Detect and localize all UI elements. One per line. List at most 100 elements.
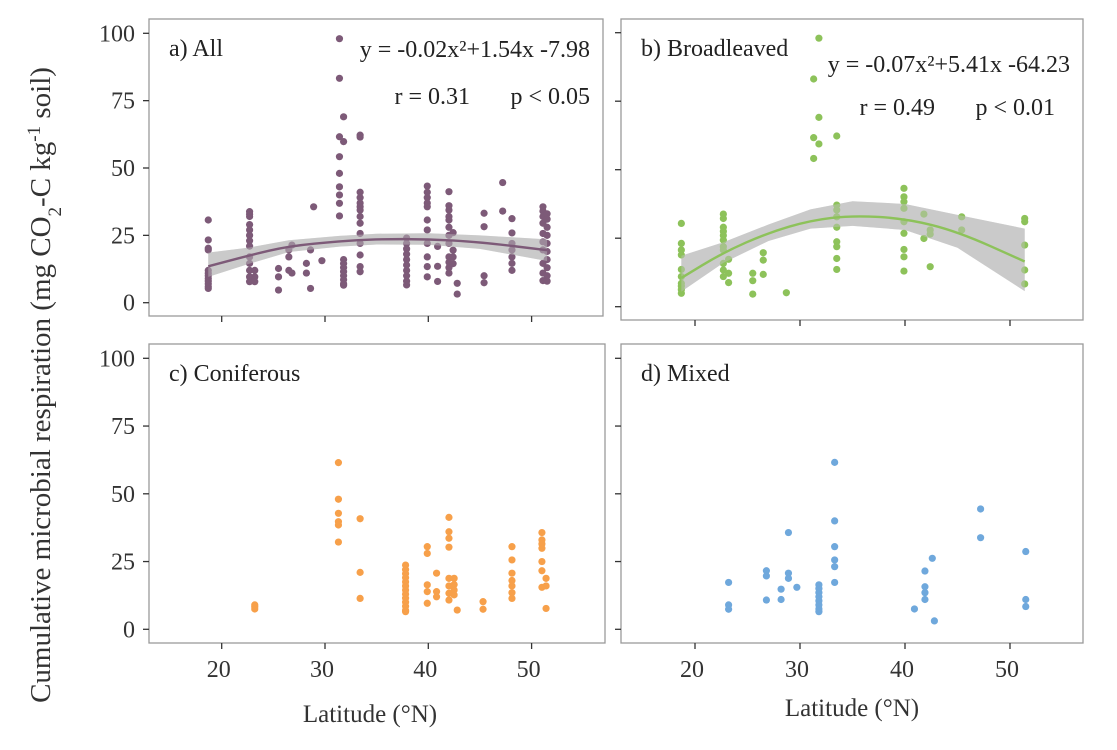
data-point	[432, 588, 441, 596]
p-value-annotation: p < 0.01	[975, 95, 1055, 121]
data-point	[677, 246, 685, 254]
data-point	[423, 599, 431, 607]
y-tick-label: 0	[123, 617, 135, 643]
data-point	[538, 544, 546, 552]
data-point	[1021, 218, 1029, 226]
data-point	[508, 543, 516, 551]
data-point	[423, 239, 431, 248]
data-point	[833, 265, 841, 274]
data-point	[831, 563, 839, 571]
data-point	[334, 495, 343, 503]
data-point	[306, 246, 315, 254]
data-point	[274, 264, 283, 273]
data-point	[204, 236, 212, 244]
data-point	[245, 278, 254, 286]
data-point	[831, 458, 839, 466]
data-point	[542, 582, 550, 590]
data-point	[928, 554, 936, 562]
data-point	[921, 589, 929, 597]
data-point	[508, 594, 516, 603]
data-point	[784, 569, 793, 577]
data-point	[542, 574, 550, 582]
data-point	[1022, 595, 1030, 604]
data-point	[719, 259, 727, 268]
data-point	[306, 284, 315, 293]
data-point	[356, 188, 364, 196]
data-point	[204, 284, 212, 293]
data-point	[403, 261, 411, 269]
data-point	[445, 239, 453, 248]
y-tick-label: 75	[111, 89, 135, 115]
x-tick-label: 30	[785, 657, 809, 683]
data-point	[810, 75, 818, 83]
data-point	[432, 569, 441, 577]
equation-annotation: y = -0.02x²+1.54x -7.98	[360, 37, 590, 63]
data-point	[977, 534, 985, 542]
data-point	[245, 259, 254, 267]
data-point	[833, 201, 841, 209]
data-point	[245, 231, 254, 239]
data-point	[900, 267, 908, 275]
data-point	[450, 580, 458, 589]
data-point	[900, 245, 908, 254]
data-point	[833, 223, 841, 231]
data-point	[759, 256, 767, 264]
data-point	[334, 521, 343, 529]
data-point	[782, 289, 790, 297]
data-point	[900, 198, 908, 206]
data-point	[831, 543, 839, 551]
data-point	[725, 278, 733, 287]
data-point	[356, 568, 364, 576]
data-point	[921, 583, 929, 591]
data-point	[833, 243, 841, 251]
data-point	[900, 184, 908, 192]
data-point	[318, 257, 326, 265]
data-point	[245, 266, 254, 274]
data-point	[356, 268, 364, 276]
data-point	[423, 581, 431, 589]
data-point	[445, 223, 453, 231]
x-axis-title-left: Latitude (°N)	[303, 701, 437, 728]
panel-1: 0 25 50 75 100 a) All y = -0.02x²+1.54x -7.98 p…	[99, 18, 604, 322]
data-point	[543, 255, 551, 264]
data-point	[759, 270, 767, 278]
data-point	[453, 279, 461, 287]
data-point	[251, 266, 259, 274]
data-point	[335, 169, 344, 177]
data-point	[356, 219, 364, 227]
data-point	[833, 254, 841, 263]
panel-3: 0 25 50 75 100 20 30 40 50 c) Coniferous	[99, 343, 606, 683]
data-point	[334, 509, 343, 517]
data-point	[445, 269, 453, 277]
data-point	[543, 277, 551, 285]
data-point	[449, 260, 457, 268]
data-point	[1022, 602, 1030, 611]
data-point	[480, 279, 488, 287]
data-point	[543, 272, 551, 280]
data-point	[543, 210, 551, 218]
data-point	[356, 594, 364, 603]
y-axis-title-sub: 2	[45, 207, 66, 217]
data-point	[833, 238, 841, 246]
data-point	[719, 272, 727, 281]
data-point	[302, 259, 311, 267]
data-point	[480, 223, 488, 231]
data-point	[449, 229, 457, 237]
panel-frame	[148, 343, 606, 644]
data-point	[403, 281, 411, 289]
data-point	[356, 212, 364, 221]
data-point	[538, 567, 546, 575]
y-axis-title-pre: Cumulative microbial respiration (mg CO	[25, 216, 57, 702]
data-point	[833, 206, 841, 214]
data-point	[958, 226, 966, 234]
data-point	[204, 216, 212, 224]
data-point	[334, 538, 343, 546]
data-point	[423, 263, 431, 271]
data-point	[831, 578, 839, 587]
fit-line	[680, 215, 1026, 279]
data-point	[815, 113, 823, 121]
data-point	[815, 140, 823, 148]
data-point	[719, 214, 727, 223]
data-point	[403, 266, 411, 274]
